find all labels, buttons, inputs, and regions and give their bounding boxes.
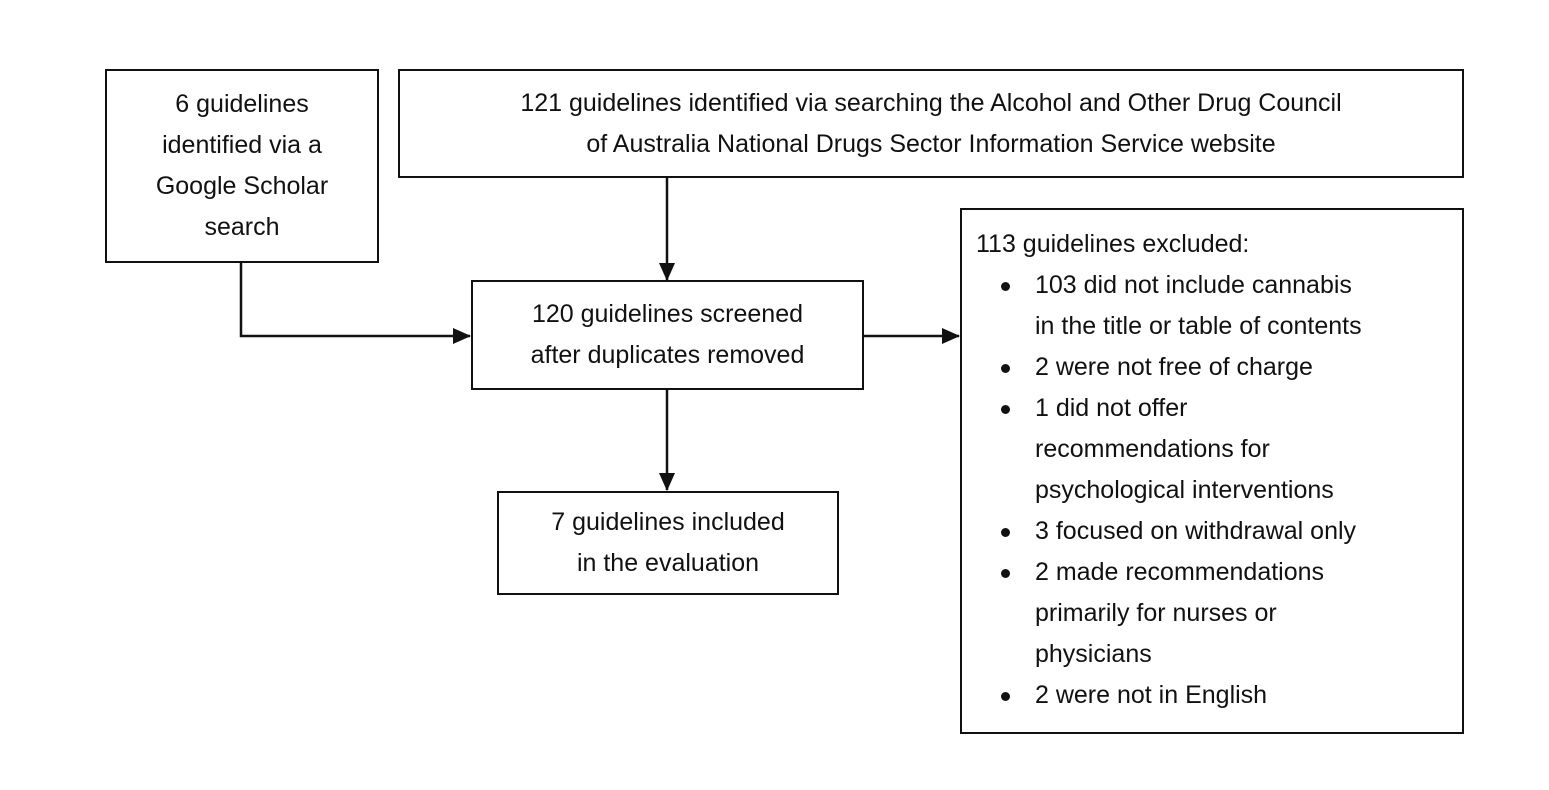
list-item: 1 did not offer recommendations for psyc… [976,388,1462,511]
box-text: after duplicates removed [530,341,805,369]
item-text: in the title or table of contents [1035,312,1362,340]
item-text: 2 made recommendations [1035,558,1325,586]
arrowhead-down [659,263,675,281]
arrowhead-right [453,328,471,344]
list-item: 103 did not include cannabis in the titl… [976,265,1462,347]
included-box: 7 guidelines included in the evaluation [497,491,839,595]
list-item: 2 were not in English [976,675,1462,716]
item-text: primarily for nurses or [1035,599,1277,627]
list-item: 3 focused on withdrawal only [976,511,1462,552]
box-text: in the evaluation [576,549,760,577]
list-item: 2 were not free of charge [976,347,1462,388]
box-text: 120 guidelines screened [531,300,804,328]
arrow-scholar-to-screened [239,262,470,338]
item-text: 1 did not offer [1035,394,1188,422]
box-text: search [204,213,280,241]
item-text: physicians [1035,640,1152,668]
item-text: 3 focused on withdrawal only [1035,517,1357,545]
bullet-icon [1001,364,1010,373]
bullet-icon [1001,528,1010,537]
item-text: 2 were not free of charge [1035,353,1313,381]
arrowhead-down [659,473,675,491]
google-scholar-box: 6 guidelines identified via a Google Sch… [105,69,379,263]
box-text: identified via a [162,131,322,159]
adca-search-box: 121 guidelines identified via searching … [398,69,1464,178]
item-text: recommendations for [1035,435,1270,463]
box-text: of Australia National Drugs Sector Infor… [586,129,1276,158]
exclusion-reasons-list: 103 did not include cannabis in the titl… [976,265,1462,716]
bullet-icon [1001,282,1010,291]
bullet-icon [1001,405,1010,414]
box-text: 121 guidelines identified via searching … [520,88,1342,117]
excluded-heading: 113 guidelines excluded: [976,230,1250,258]
bullet-icon [1001,569,1010,578]
box-text: 6 guidelines [175,90,309,118]
excluded-box: 113 guidelines excluded: 103 did not inc… [960,208,1464,734]
bullet-icon [1001,692,1010,701]
box-text: 7 guidelines included [551,508,785,536]
item-text: 2 were not in English [1035,681,1268,709]
list-item: 2 made recommendations primarily for nur… [976,552,1462,675]
item-text: 103 did not include cannabis [1035,271,1352,299]
screened-box: 120 guidelines screened after duplicates… [471,280,864,390]
arrowhead-right [942,328,960,344]
box-text: Google Scholar [155,172,329,200]
item-text: psychological interventions [1035,476,1334,504]
